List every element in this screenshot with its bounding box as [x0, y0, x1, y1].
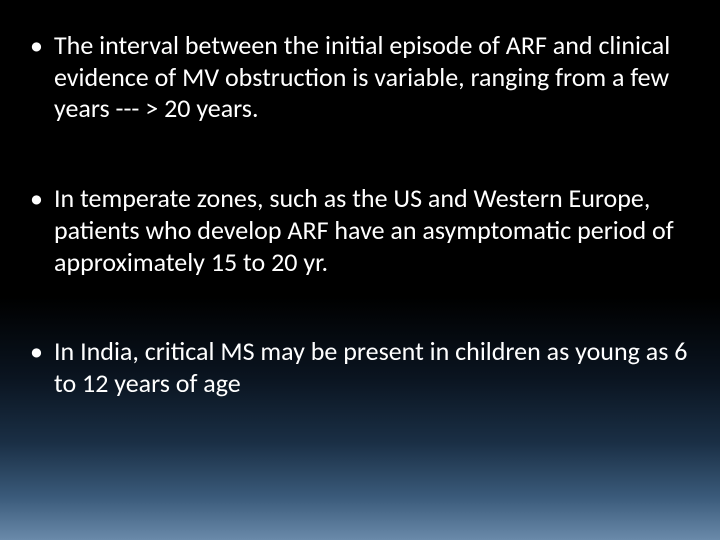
slide-container: The interval between the initial episode…: [0, 0, 720, 540]
bullet-text: In temperate zones, such as the US and W…: [54, 182, 674, 277]
bullet-item: In India, critical MS may be present in …: [24, 336, 696, 399]
bullet-list: The interval between the initial episode…: [24, 30, 696, 400]
bullet-item: In temperate zones, such as the US and W…: [24, 183, 696, 278]
bullet-text: In India, critical MS may be present in …: [54, 335, 687, 399]
bullet-text: The interval between the initial episode…: [54, 29, 670, 124]
bullet-item: The interval between the initial episode…: [24, 30, 696, 125]
